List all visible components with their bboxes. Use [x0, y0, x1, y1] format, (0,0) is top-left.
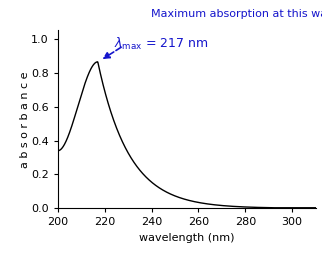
Text: $\lambda_{\rm max}$ = 217 nm: $\lambda_{\rm max}$ = 217 nm	[114, 36, 209, 52]
X-axis label: wavelength (nm): wavelength (nm)	[139, 233, 234, 243]
Text: Maximum absorption at this wavelength: Maximum absorption at this wavelength	[151, 9, 322, 19]
Y-axis label: a b s o r b a n c e: a b s o r b a n c e	[20, 71, 30, 168]
